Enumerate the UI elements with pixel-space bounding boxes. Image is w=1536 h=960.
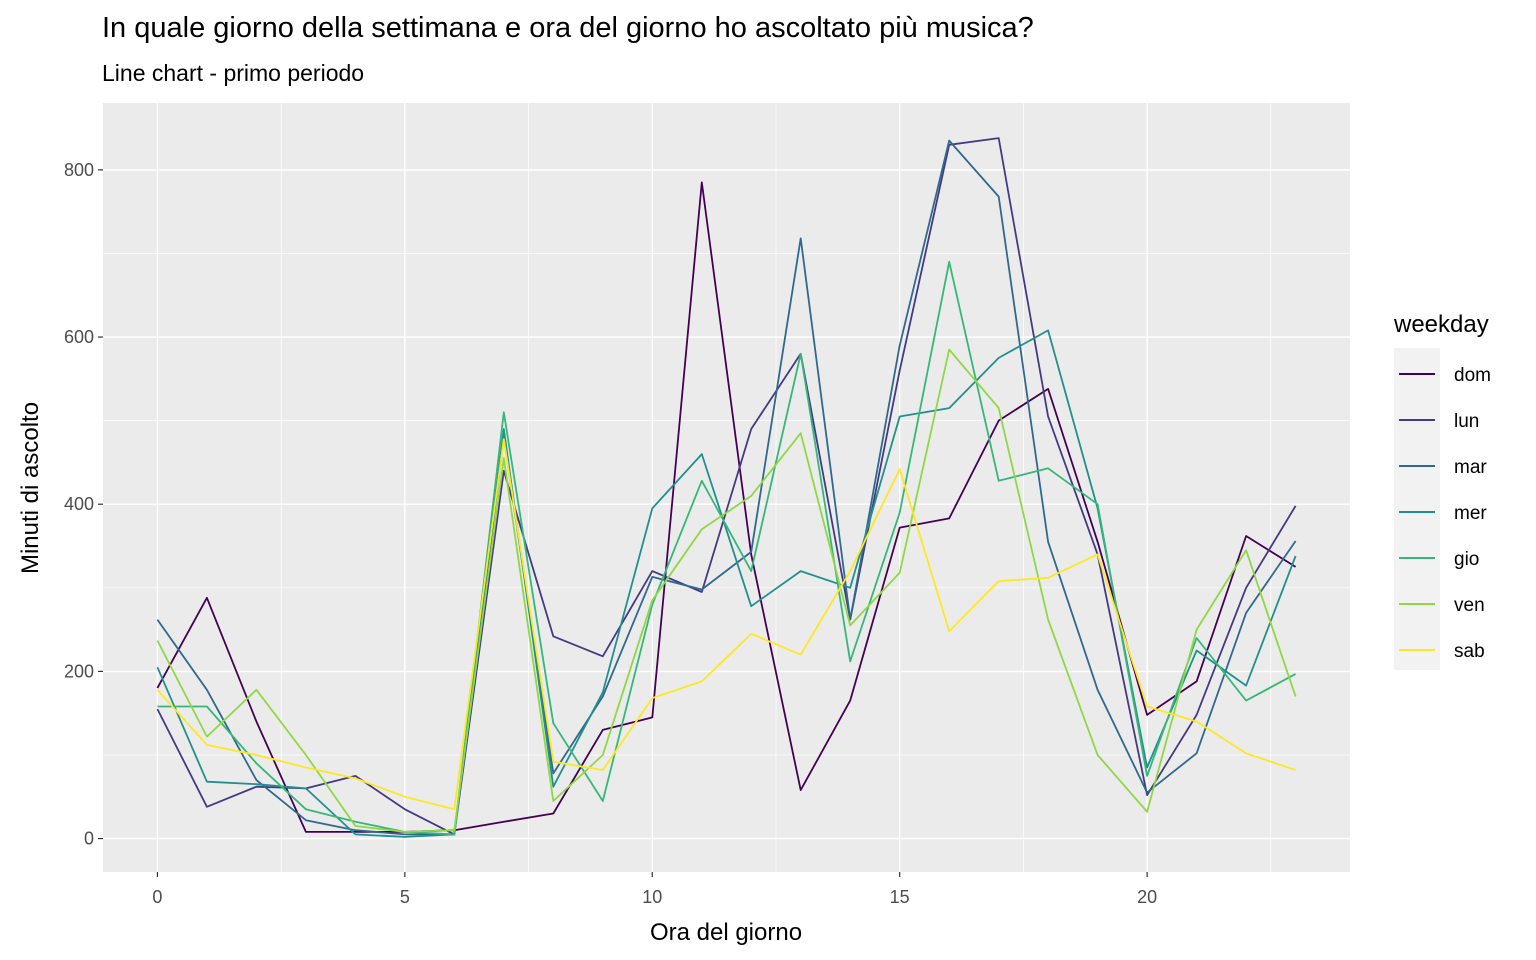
x-tick-label: 15 <box>890 887 910 907</box>
legend-label-mer: mer <box>1454 503 1487 524</box>
legend-title: weekday <box>1393 311 1489 338</box>
legend: weekday dom lun mar mer gio ven sab <box>1393 311 1491 670</box>
series-line-mar <box>156 139 1297 836</box>
legend-label-gio: gio <box>1454 549 1479 570</box>
y-tick-label: 200 <box>64 661 94 681</box>
x-tick-label: 20 <box>1137 887 1157 907</box>
x-tick-label: 5 <box>400 887 410 907</box>
chart-subtitle: Line chart - primo periodo <box>102 60 365 86</box>
y-tick-label: 800 <box>64 160 94 180</box>
series-line-gio <box>157 260 1297 836</box>
legend-label-dom: dom <box>1454 365 1491 386</box>
legend-key-background <box>1394 348 1440 670</box>
series-line-ven <box>156 348 1297 833</box>
y-axis-title: Minuti di ascolto <box>17 402 44 574</box>
x-tick-label: 10 <box>642 887 662 907</box>
chart-title: In quale giorno della settimana e ora de… <box>102 12 1034 44</box>
y-tick-label: 600 <box>64 327 94 347</box>
series-line-dom <box>156 181 1297 833</box>
series-line-lun <box>156 137 1297 836</box>
legend-label-sab: sab <box>1454 641 1485 662</box>
x-tick-label: 0 <box>152 887 162 907</box>
minor-gridlines <box>103 103 1350 872</box>
series-lines <box>156 137 1297 838</box>
y-tick-label: 0 <box>84 829 94 849</box>
y-tick-label: 400 <box>64 494 94 514</box>
series-line-sab <box>156 438 1296 811</box>
y-axis: 0 200 400 600 800 <box>64 160 103 849</box>
x-axis-title: Ora del giorno <box>650 919 802 946</box>
legend-label-mar: mar <box>1454 457 1487 478</box>
legend-label-lun: lun <box>1454 411 1479 432</box>
x-axis: 0 5 10 15 20 <box>152 872 1157 907</box>
major-gridlines <box>103 103 1350 872</box>
legend-label-ven: ven <box>1454 595 1485 616</box>
